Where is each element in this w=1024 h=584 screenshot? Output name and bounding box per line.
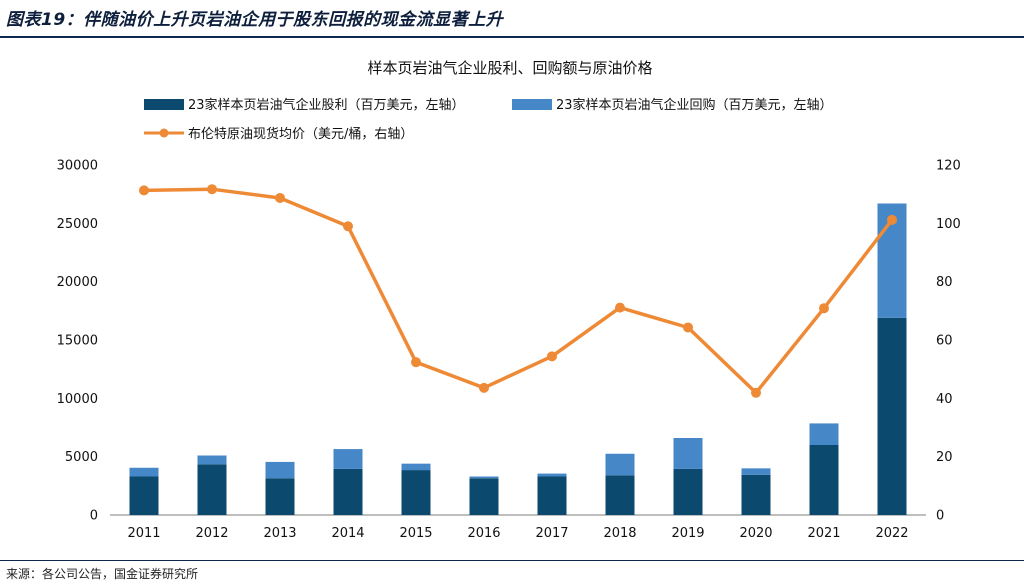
x-tick-label: 2014	[331, 526, 364, 541]
y-right-tick-label: 0	[936, 509, 944, 524]
bar-dividend	[401, 470, 431, 515]
brent-price-point	[887, 214, 897, 225]
brent-price-point	[683, 322, 693, 333]
legend-swatch-buyback	[512, 99, 552, 110]
bar-dividend	[809, 445, 839, 515]
y-left-tick-label: 5000	[65, 450, 98, 465]
x-tick-label: 2017	[535, 526, 568, 541]
y-left-tick-label: 25000	[57, 217, 98, 232]
y-axis-right: 0 20 40 60 80 100 120	[936, 159, 961, 524]
brent-price-point	[139, 185, 149, 196]
brent-price-point	[275, 192, 285, 203]
y-right-tick-label: 120	[936, 159, 961, 174]
bar-buyback	[265, 461, 295, 479]
source-note: 来源：各公司公告，国金证券研究所	[6, 567, 199, 581]
brent-price-point	[819, 303, 829, 314]
legend-label-dividend: 23家样本页岩油气企业股利（百万美元，左轴）	[188, 97, 465, 113]
brent-price-point	[751, 387, 761, 398]
chart-figure: 样本页岩油气企业股利、回购额与原油价格 23家样本页岩油气企业股利（百万美元，左…	[57, 59, 961, 541]
bar-buyback	[605, 453, 635, 476]
bar-buyback	[129, 467, 159, 477]
y-axis-left: 0 5000 10000 15000 20000 25000 30000	[57, 159, 98, 524]
legend-label-brent: 布伦特原油现货均价（美元/桶，右轴）	[188, 126, 413, 142]
y-right-tick-label: 20	[936, 450, 953, 465]
bar-buyback	[741, 468, 771, 475]
x-tick-label: 2019	[671, 526, 704, 541]
header-divider	[0, 36, 1024, 38]
x-tick-label: 2011	[127, 526, 160, 541]
legend-swatch-dividend	[144, 99, 184, 110]
bar-series	[129, 203, 907, 515]
bar-buyback	[809, 423, 839, 445]
bar-dividend	[333, 468, 363, 515]
bar-dividend	[469, 478, 499, 515]
y-left-tick-label: 20000	[57, 275, 98, 290]
bar-dividend	[197, 464, 227, 515]
bar-buyback	[537, 473, 567, 477]
bar-dividend	[537, 476, 567, 515]
bar-dividend	[265, 478, 295, 515]
x-tick-label: 2022	[875, 526, 908, 541]
brent-price-line	[143, 187, 894, 395]
y-right-tick-label: 80	[936, 275, 953, 290]
brent-price-point	[411, 357, 421, 368]
chart-legend: 23家样本页岩油气企业股利（百万美元，左轴） 23家样本页岩油气企业回购（百万美…	[144, 97, 833, 142]
brent-price-point	[547, 351, 557, 362]
x-tick-label: 2020	[739, 526, 772, 541]
line-series	[139, 184, 897, 398]
bar-buyback	[673, 438, 703, 469]
bar-buyback	[333, 449, 363, 469]
x-tick-label: 2013	[263, 526, 296, 541]
x-tick-label: 2015	[399, 526, 432, 541]
y-left-tick-label: 10000	[57, 392, 98, 407]
legend-marker-brent	[159, 128, 169, 138]
bar-buyback	[401, 463, 431, 471]
bar-dividend	[877, 317, 907, 515]
brent-price-point	[207, 184, 217, 195]
figure-header: 图表19：伴随油价上升页岩油企用于股东回报的现金流显著上升	[0, 0, 1024, 40]
bar-buyback	[197, 455, 227, 465]
bar-dividend	[673, 468, 703, 515]
chart-title: 样本页岩油气企业股利、回购额与原油价格	[367, 59, 652, 77]
y-left-tick-label: 15000	[57, 334, 98, 349]
legend-label-buyback: 23家样本页岩油气企业回购（百万美元，左轴）	[556, 97, 833, 113]
bar-dividend	[129, 476, 159, 515]
x-tick-label: 2016	[467, 526, 500, 541]
bar-dividend	[605, 475, 635, 515]
x-tick-label: 2021	[807, 526, 840, 541]
brent-price-point	[343, 221, 353, 232]
x-tick-label: 2012	[195, 526, 228, 541]
x-axis: 2011 2012 2013 2014 2015 2016 2017 2018 2019 2020…	[127, 526, 908, 541]
brent-price-point	[479, 382, 489, 393]
y-right-tick-label: 100	[936, 217, 961, 232]
y-right-tick-label: 40	[936, 392, 953, 407]
figure-title: 图表19：伴随油价上升页岩油企用于股东回报的现金流显著上升	[6, 10, 504, 30]
x-tick-label: 2018	[603, 526, 636, 541]
bar-buyback	[469, 476, 499, 479]
y-left-tick-label: 0	[90, 509, 98, 524]
y-left-tick-label: 30000	[57, 159, 98, 174]
footer-divider	[0, 560, 1024, 561]
brent-price-point	[615, 302, 625, 313]
y-right-tick-label: 60	[936, 334, 953, 349]
bar-dividend	[741, 474, 771, 515]
